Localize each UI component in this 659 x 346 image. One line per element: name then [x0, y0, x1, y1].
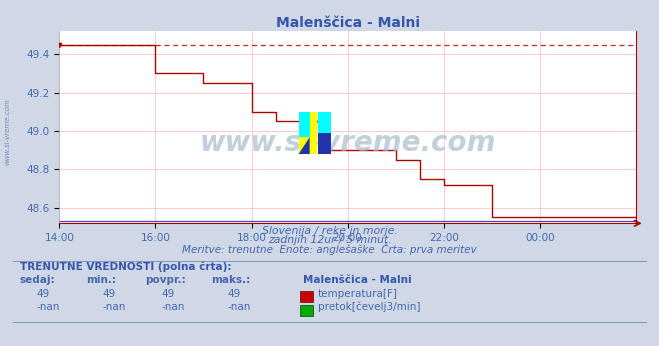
- Text: TRENUTNE VREDNOSTI (polna črta):: TRENUTNE VREDNOSTI (polna črta):: [20, 261, 231, 272]
- Bar: [299, 112, 317, 154]
- Text: 49: 49: [161, 289, 175, 299]
- Text: temperatura[F]: temperatura[F]: [318, 289, 397, 299]
- Polygon shape: [299, 137, 310, 154]
- Title: Malenščica - Malni: Malenščica - Malni: [275, 16, 420, 30]
- Bar: [318, 112, 331, 133]
- Text: 49: 49: [36, 289, 49, 299]
- Text: 49: 49: [227, 289, 241, 299]
- Text: -nan: -nan: [227, 302, 250, 312]
- Text: zadnjih 12ur / 5 minut.: zadnjih 12ur / 5 minut.: [268, 235, 391, 245]
- Text: maks.:: maks.:: [211, 275, 250, 285]
- Text: www.si-vreme.com: www.si-vreme.com: [4, 98, 11, 165]
- Text: -nan: -nan: [161, 302, 185, 312]
- Text: pretok[čevelj3/min]: pretok[čevelj3/min]: [318, 302, 420, 312]
- Text: povpr.:: povpr.:: [145, 275, 186, 285]
- Text: Malenščica - Malni: Malenščica - Malni: [303, 275, 412, 285]
- Text: Slovenija / reke in morje.: Slovenija / reke in morje.: [262, 226, 397, 236]
- Text: min.:: min.:: [86, 275, 116, 285]
- Bar: [299, 112, 310, 137]
- Bar: [318, 112, 331, 154]
- Text: 49: 49: [102, 289, 115, 299]
- Text: -nan: -nan: [36, 302, 59, 312]
- Text: www.si-vreme.com: www.si-vreme.com: [200, 128, 496, 156]
- Text: sedaj:: sedaj:: [20, 275, 55, 285]
- Text: Meritve: trenutne  Enote: anglešaške  Črta: prva meritev: Meritve: trenutne Enote: anglešaške Črta…: [182, 243, 477, 255]
- Text: -nan: -nan: [102, 302, 125, 312]
